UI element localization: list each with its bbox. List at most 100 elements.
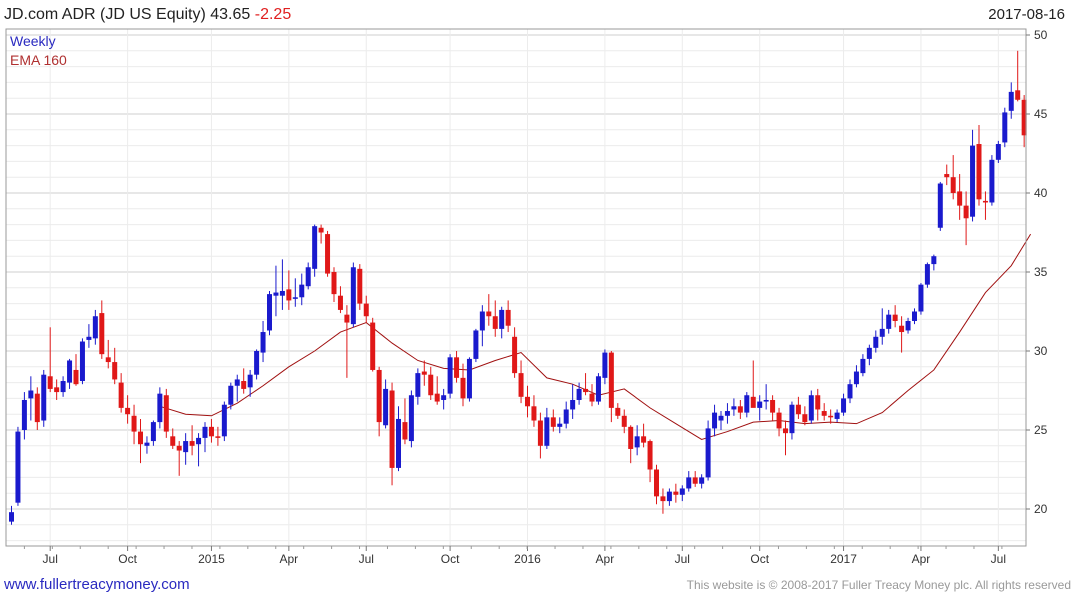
candle bbox=[950, 155, 956, 200]
candle-body bbox=[995, 144, 1001, 160]
candle-body bbox=[905, 320, 911, 331]
candle-body bbox=[54, 387, 60, 393]
candle-body bbox=[163, 395, 169, 432]
candle-body bbox=[866, 347, 872, 359]
candle-body bbox=[602, 352, 608, 378]
candle-body bbox=[654, 469, 659, 497]
candle bbox=[957, 174, 963, 220]
candle bbox=[660, 488, 666, 514]
candle bbox=[924, 262, 930, 288]
x-tick-label: Oct bbox=[118, 552, 137, 566]
candle bbox=[589, 384, 595, 407]
candle bbox=[428, 366, 434, 400]
candle bbox=[267, 290, 272, 336]
candle bbox=[466, 357, 472, 402]
candle-body bbox=[834, 412, 840, 419]
y-tick-label: 20 bbox=[1034, 502, 1048, 516]
candle-body bbox=[525, 396, 530, 407]
candle-body bbox=[273, 292, 279, 296]
candle bbox=[376, 366, 382, 437]
candle-body bbox=[595, 376, 601, 402]
candle-body bbox=[783, 428, 788, 434]
x-tick-label: 2015 bbox=[198, 552, 225, 566]
candle-body bbox=[28, 390, 34, 399]
candle bbox=[460, 363, 466, 407]
candle-body bbox=[512, 336, 518, 374]
candle bbox=[776, 407, 782, 437]
candle-body bbox=[634, 436, 640, 448]
candle-body bbox=[376, 369, 382, 423]
candle-body bbox=[208, 426, 214, 437]
candle-body bbox=[970, 145, 976, 217]
candle bbox=[634, 425, 640, 456]
candle-body bbox=[241, 381, 247, 389]
candle bbox=[247, 369, 253, 397]
candle bbox=[370, 317, 376, 372]
x-tick-label: Jul bbox=[359, 552, 374, 566]
candle bbox=[982, 191, 988, 220]
candle-body bbox=[944, 174, 950, 178]
candle bbox=[202, 422, 208, 453]
site-link[interactable]: www.fullertreacymoney.com bbox=[4, 576, 190, 593]
candle bbox=[408, 390, 414, 448]
candle bbox=[583, 373, 589, 396]
candle-body bbox=[537, 420, 543, 446]
candle-body bbox=[254, 351, 260, 375]
candle-body bbox=[892, 314, 898, 321]
candle bbox=[525, 385, 530, 418]
candle-body bbox=[879, 328, 885, 337]
candle bbox=[995, 140, 1001, 163]
candle bbox=[254, 349, 260, 380]
candle-body bbox=[92, 316, 98, 339]
candle-body bbox=[215, 436, 221, 438]
candle-body bbox=[292, 297, 298, 299]
candle bbox=[105, 339, 111, 369]
candle bbox=[79, 338, 85, 385]
candle bbox=[905, 317, 911, 334]
candle bbox=[563, 401, 569, 429]
candle bbox=[860, 354, 866, 377]
candle bbox=[434, 376, 440, 405]
candle-body bbox=[886, 314, 892, 329]
candle bbox=[273, 265, 279, 317]
candle-body bbox=[841, 398, 847, 413]
candle bbox=[841, 393, 847, 416]
candle-body bbox=[202, 426, 208, 438]
candle bbox=[879, 308, 885, 345]
candle-body bbox=[337, 295, 343, 310]
candle bbox=[699, 474, 705, 489]
candle-body bbox=[434, 393, 440, 402]
candle-body bbox=[718, 415, 724, 421]
candle bbox=[989, 155, 995, 206]
candle bbox=[157, 387, 163, 429]
grid-lines bbox=[6, 29, 1026, 546]
candle-body bbox=[899, 325, 905, 333]
candle-body bbox=[808, 395, 814, 421]
chart-title: JD.com ADR (JD US Equity) 43.65 -2.25 bbox=[4, 6, 291, 24]
candle bbox=[99, 300, 105, 359]
candle bbox=[292, 278, 298, 307]
x-tick-label: Jul bbox=[675, 552, 690, 566]
candle bbox=[621, 409, 627, 434]
candle-body bbox=[441, 395, 447, 400]
candle-body bbox=[47, 376, 53, 389]
candle bbox=[505, 300, 511, 333]
title-text: JD.com ADR (JD US Equity) 43.65 bbox=[4, 6, 251, 23]
candle-body bbox=[305, 267, 311, 287]
change-value: -2.25 bbox=[254, 6, 292, 23]
candle bbox=[628, 425, 634, 464]
candle bbox=[196, 433, 202, 467]
candle bbox=[808, 390, 814, 424]
candle-body bbox=[138, 431, 143, 445]
candle-body bbox=[1002, 112, 1008, 143]
candle-body bbox=[170, 436, 176, 446]
candle-body bbox=[776, 412, 782, 429]
candle-body bbox=[247, 374, 253, 388]
y-tick-label: 40 bbox=[1034, 186, 1048, 200]
candle bbox=[724, 403, 730, 424]
candle bbox=[1008, 82, 1014, 119]
candle bbox=[795, 396, 801, 419]
candle-body bbox=[196, 437, 202, 445]
candle-body bbox=[815, 395, 821, 410]
candle-body bbox=[789, 404, 795, 434]
